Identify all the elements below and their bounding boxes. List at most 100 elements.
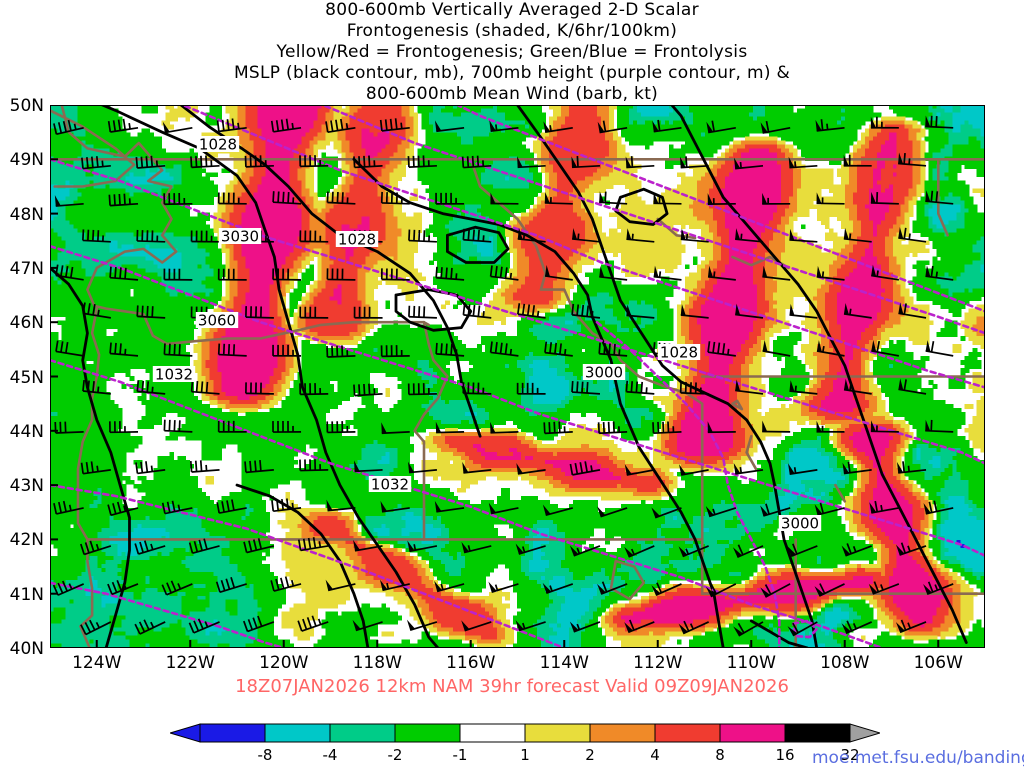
wind-barb xyxy=(678,545,709,558)
wind-barb xyxy=(542,504,574,516)
wind-barb xyxy=(163,343,193,357)
wind-barb xyxy=(572,227,601,243)
height-contour-8 xyxy=(50,581,286,648)
wind-barb xyxy=(434,500,465,513)
wind-barb xyxy=(870,116,899,129)
wind-barb xyxy=(488,502,519,515)
wind-barbs xyxy=(52,115,954,637)
axis-ticks xyxy=(50,105,940,648)
wind-barb xyxy=(244,460,274,474)
y-tick-47N: 47N xyxy=(9,258,44,279)
wind-barb xyxy=(80,619,112,636)
wind-barb xyxy=(597,120,628,134)
wind-barb xyxy=(569,545,601,557)
state-border-13 xyxy=(609,559,645,601)
wind-barb xyxy=(843,378,872,395)
wind-barb xyxy=(190,155,220,169)
wind-barb xyxy=(735,228,764,243)
y-tick-46N: 46N xyxy=(9,313,44,334)
wind-barb xyxy=(925,265,954,281)
chart-title-block: 800-600mb Vertically Averaged 2-D Scalar… xyxy=(0,0,1024,105)
wind-barb xyxy=(53,119,84,135)
wind-barb xyxy=(515,620,546,632)
colorbar-swatch-5 xyxy=(524,723,591,743)
wind-barb xyxy=(599,191,628,205)
wind-barb xyxy=(325,118,356,134)
colorbar-swatch-3 xyxy=(394,723,461,743)
wind-barb xyxy=(762,340,791,357)
wind-barb xyxy=(895,542,927,556)
wind-barb xyxy=(380,345,410,358)
y-tick-50N: 50N xyxy=(9,96,44,116)
wind-barb xyxy=(215,577,247,594)
wind-barb xyxy=(679,464,709,476)
wind-barb xyxy=(598,342,628,357)
wind-barb xyxy=(626,228,655,243)
wind-barb xyxy=(517,303,546,319)
wind-barb xyxy=(490,421,519,434)
colorbar-swatch-9 xyxy=(784,723,851,743)
wind-barb xyxy=(489,265,519,281)
wind-barb xyxy=(626,304,655,319)
state-border-18 xyxy=(937,158,949,237)
wind-barb xyxy=(841,620,873,635)
wind-barb xyxy=(190,380,220,395)
wind-barb xyxy=(762,420,791,433)
wind-barb xyxy=(326,191,356,205)
wind-barb xyxy=(895,619,927,634)
wind-barb xyxy=(188,538,220,555)
state-border-15 xyxy=(834,483,847,503)
wind-barb xyxy=(707,421,736,434)
wind-barb xyxy=(816,192,845,205)
wind-barb xyxy=(843,227,872,243)
wind-barb xyxy=(80,540,112,556)
wind-barb xyxy=(925,340,954,357)
height-contour-6 xyxy=(595,320,781,648)
mslp-contour-3 xyxy=(352,157,725,648)
y-tick-49N: 49N xyxy=(9,150,44,171)
title-line-1: 800-600mb Vertically Averaged 2-D Scalar xyxy=(325,0,699,20)
wind-barb xyxy=(841,543,872,557)
wind-barb xyxy=(163,419,193,433)
wind-barb xyxy=(299,155,329,168)
wind-barb xyxy=(787,621,818,637)
wind-barb xyxy=(136,305,166,319)
wind-barb xyxy=(488,581,519,593)
wind-barb xyxy=(270,576,302,592)
wind-barb xyxy=(515,543,546,555)
wind-barb xyxy=(163,268,193,281)
x-tick-106W: 106W xyxy=(913,653,963,673)
colorbar-under-arrow xyxy=(168,723,201,743)
wind-barb xyxy=(217,343,247,357)
wind-barb xyxy=(870,420,899,433)
wind-barb xyxy=(653,192,682,205)
x-tick-118W: 118W xyxy=(352,653,402,673)
wind-barb xyxy=(762,192,791,205)
wind-barb xyxy=(869,500,900,514)
wind-barb xyxy=(517,156,546,169)
wind-barb xyxy=(136,229,166,243)
title-line-5: 800-600mb Mean Wind (barb, kt) xyxy=(365,84,659,104)
y-tick-41N: 41N xyxy=(9,584,44,605)
wind-barb xyxy=(925,190,954,205)
mslp-contour-6 xyxy=(446,225,510,264)
wind-barb xyxy=(734,157,764,170)
wind-barb xyxy=(624,619,655,634)
wind-barb xyxy=(136,380,166,395)
wind-barb xyxy=(843,302,872,319)
height-contour-3 xyxy=(179,105,985,389)
wind-barb xyxy=(814,583,845,597)
contour-label-1032: 1032 xyxy=(368,476,412,494)
y-tick-45N: 45N xyxy=(9,367,44,388)
wind-barb xyxy=(816,340,845,357)
contour-label-3030: 3030 xyxy=(218,228,262,246)
wind-barb xyxy=(82,229,111,243)
wind-barb xyxy=(435,192,465,205)
y-tick-48N: 48N xyxy=(9,204,44,225)
wind-barb xyxy=(326,421,356,434)
wind-barb xyxy=(571,155,601,169)
wind-barb xyxy=(489,341,519,357)
wind-barb xyxy=(381,422,410,435)
wind-barb xyxy=(134,619,166,635)
wind-barb xyxy=(707,193,736,206)
